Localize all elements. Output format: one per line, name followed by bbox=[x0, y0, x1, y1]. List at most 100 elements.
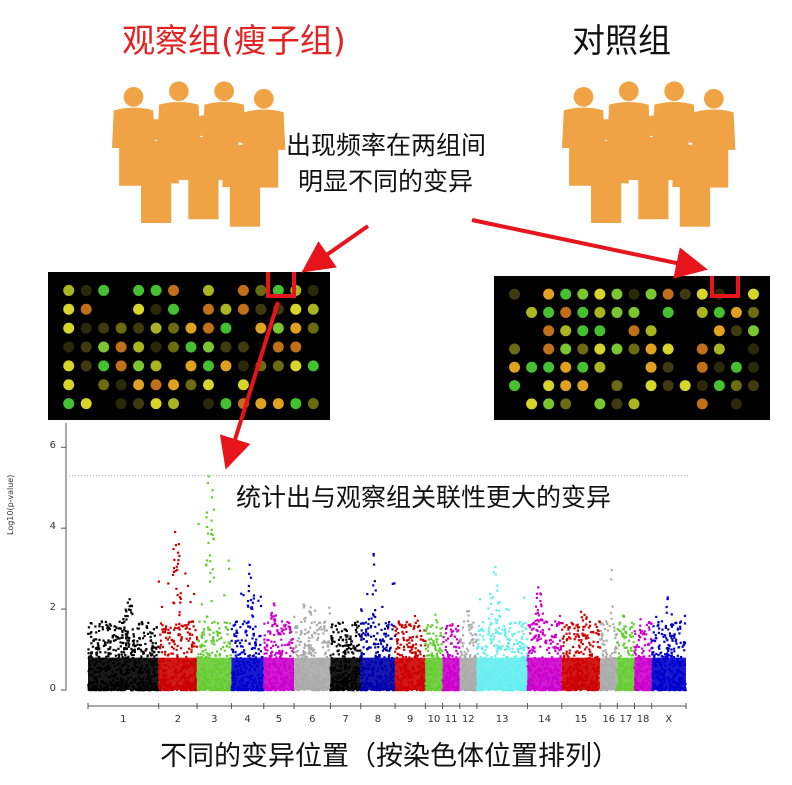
chromosome-18-points bbox=[633, 618, 653, 692]
array-spot bbox=[133, 398, 145, 410]
array-spot bbox=[255, 284, 267, 296]
array-spot bbox=[63, 379, 75, 391]
array-spot bbox=[255, 322, 267, 334]
array-spot bbox=[220, 360, 232, 372]
array-spot bbox=[577, 306, 589, 318]
x-tick-label: 13 bbox=[495, 714, 509, 725]
x-tick-label: 5 bbox=[275, 714, 283, 725]
array-spot bbox=[611, 288, 623, 300]
array-spot bbox=[115, 322, 127, 334]
chromosome-16-points bbox=[599, 568, 619, 692]
chromosome-band bbox=[527, 657, 562, 690]
array-spot bbox=[747, 288, 759, 300]
array-spot bbox=[543, 306, 555, 318]
array-spot bbox=[133, 360, 145, 372]
control-microarray-icon bbox=[494, 276, 770, 420]
array-spot bbox=[577, 325, 589, 337]
array-spot bbox=[115, 341, 127, 353]
x-tick-label: 18 bbox=[636, 714, 650, 725]
y-axis-label: Log10(p-value) bbox=[6, 474, 15, 535]
array-spot bbox=[560, 325, 572, 337]
array-spot bbox=[560, 361, 572, 373]
array-spot bbox=[202, 398, 214, 410]
array-spot bbox=[560, 306, 572, 318]
chromosome-6-points bbox=[293, 603, 332, 692]
array-spot bbox=[307, 303, 319, 315]
chromosome-10-points bbox=[424, 613, 444, 692]
array-spot bbox=[662, 288, 674, 300]
array-spot bbox=[220, 398, 232, 410]
array-spot bbox=[543, 380, 555, 392]
y-tick-label: 4 bbox=[49, 521, 56, 533]
array-spot bbox=[150, 303, 162, 315]
case-group-title: 观察组(瘦子组) bbox=[122, 21, 346, 60]
array-spot bbox=[237, 303, 249, 315]
array-spot bbox=[150, 322, 162, 334]
array-spot bbox=[255, 360, 267, 372]
x-tick-label: 9 bbox=[407, 714, 414, 725]
chromosome-band bbox=[330, 657, 361, 690]
array-spot bbox=[133, 284, 145, 296]
variation-note-line2: 明显不同的变异 bbox=[298, 167, 474, 196]
array-spot bbox=[80, 284, 92, 296]
array-spot bbox=[730, 325, 742, 337]
array-spot bbox=[594, 288, 606, 300]
chromosome-band bbox=[263, 657, 295, 690]
array-spot bbox=[80, 341, 92, 353]
array-spot bbox=[594, 325, 606, 337]
chromosome-2-points bbox=[157, 530, 199, 692]
control-group-title: 对照组 bbox=[572, 21, 671, 60]
array-spot bbox=[509, 288, 521, 300]
array-spot bbox=[645, 288, 657, 300]
array-spot bbox=[63, 322, 75, 334]
array-spot bbox=[220, 303, 232, 315]
array-spot bbox=[696, 306, 708, 318]
array-spot bbox=[220, 341, 232, 353]
array-spot bbox=[594, 306, 606, 318]
array-spot bbox=[115, 360, 127, 372]
array-spot bbox=[63, 360, 75, 372]
x-tick-label: 1 bbox=[120, 714, 127, 725]
array-spot bbox=[202, 341, 214, 353]
array-spot bbox=[645, 325, 657, 337]
array-spot bbox=[543, 325, 555, 337]
array-spot bbox=[611, 398, 623, 410]
array-spot bbox=[730, 306, 742, 318]
array-spot bbox=[150, 379, 162, 391]
array-spot bbox=[628, 306, 640, 318]
chromosome-band bbox=[600, 657, 618, 690]
chromosome-band bbox=[442, 657, 460, 690]
array-spot bbox=[679, 288, 691, 300]
array-spot bbox=[150, 341, 162, 353]
array-spot bbox=[290, 322, 302, 334]
array-spot bbox=[168, 379, 180, 391]
x-tick-label: 6 bbox=[309, 714, 316, 725]
y-tick-label: 0 bbox=[49, 683, 56, 694]
array-spot bbox=[150, 284, 162, 296]
array-spot bbox=[560, 288, 572, 300]
array-spot bbox=[611, 343, 623, 355]
array-spot bbox=[168, 322, 180, 334]
array-spot bbox=[202, 322, 214, 334]
array-spot bbox=[255, 303, 267, 315]
array-spot bbox=[611, 380, 623, 392]
array-spot bbox=[290, 303, 302, 315]
array-spot bbox=[237, 398, 249, 410]
y-tick-label: 6 bbox=[49, 440, 56, 452]
x-tick-label: 15 bbox=[574, 714, 588, 725]
chromosome-14-points bbox=[526, 586, 563, 692]
array-spot bbox=[202, 379, 214, 391]
array-spot bbox=[628, 288, 640, 300]
array-spot bbox=[307, 284, 319, 296]
array-spot bbox=[543, 343, 555, 355]
x-tick-label: 2 bbox=[174, 714, 182, 725]
array-spot bbox=[133, 379, 145, 391]
chromosome-band bbox=[88, 657, 159, 690]
array-spot bbox=[115, 379, 127, 391]
array-spot bbox=[237, 360, 249, 372]
array-spot bbox=[307, 360, 319, 372]
array-spot bbox=[80, 398, 92, 410]
array-spot bbox=[63, 341, 75, 353]
case-microarray-icon bbox=[48, 272, 330, 420]
x-axis-title: 不同的变异位置（按染色体位置排列） bbox=[160, 741, 619, 772]
